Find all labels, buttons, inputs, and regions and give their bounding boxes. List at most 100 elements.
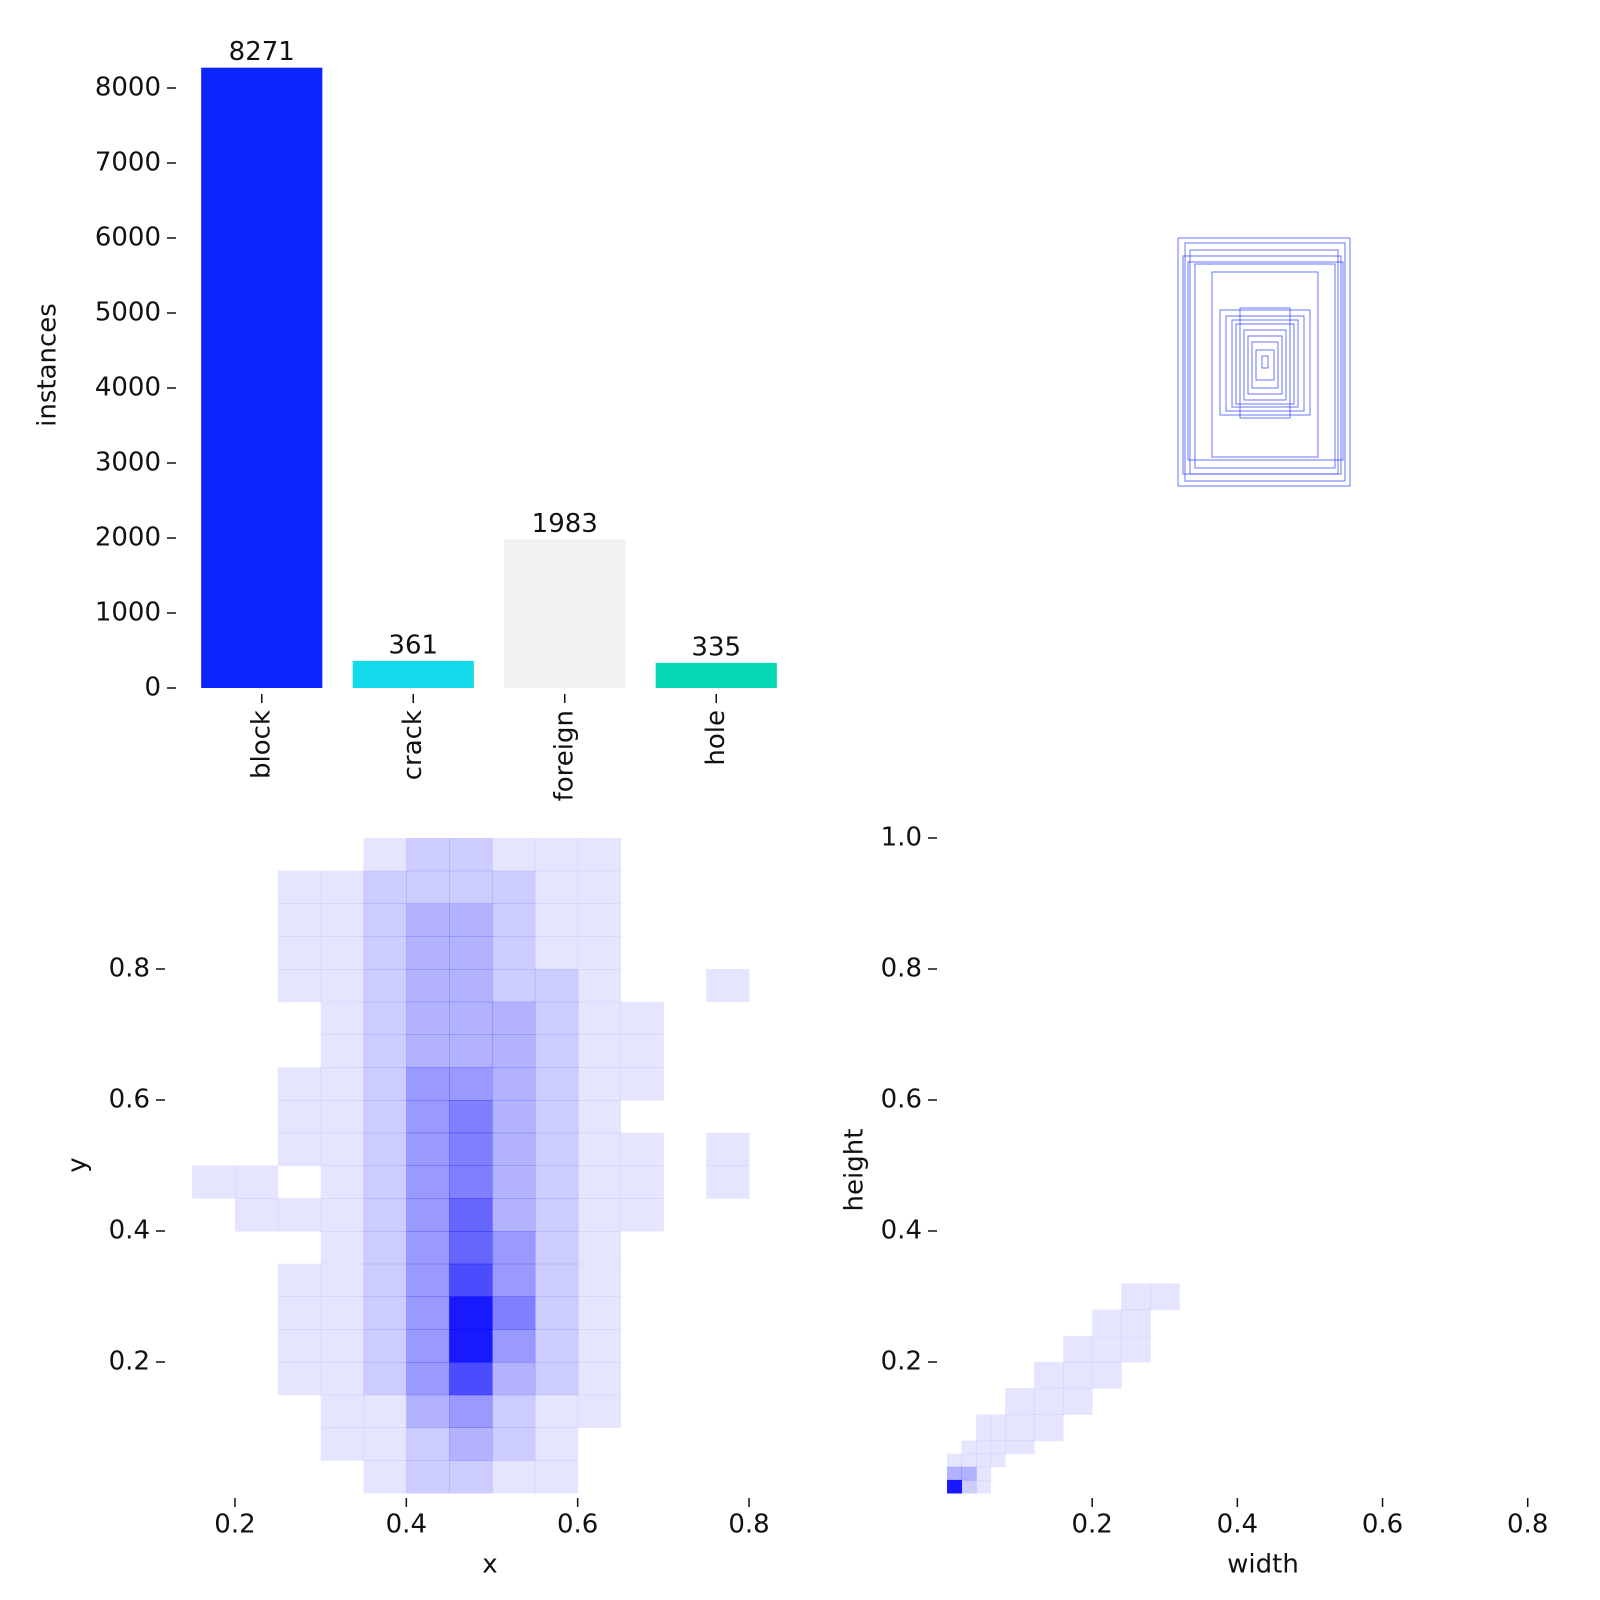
hist-cell [1034, 1283, 1064, 1310]
hist-cell [976, 1310, 991, 1337]
y-tick-label: 0.8 [109, 954, 150, 984]
hist-cell [1005, 1336, 1035, 1363]
hist-cell [278, 1395, 321, 1428]
hist-cell [363, 1296, 407, 1330]
hist-cell [320, 1263, 364, 1297]
hist-cell [577, 903, 622, 937]
hist-cell [449, 1460, 493, 1494]
hist-cell [449, 1362, 493, 1396]
hist-cell [976, 1466, 992, 1481]
hist-cell [277, 1198, 322, 1232]
hist-cell [1150, 1414, 1180, 1441]
hist-cell [1150, 1310, 1180, 1337]
hist-cell [1092, 1388, 1122, 1415]
hist-cell [1150, 1336, 1180, 1363]
hist-cell [449, 870, 493, 904]
hist-cell [277, 1362, 322, 1396]
hist-cell [663, 1067, 706, 1100]
hist-cell [235, 1329, 278, 1362]
hist-cell [1121, 1388, 1151, 1415]
hist-cell [706, 1395, 749, 1428]
hist-cell [363, 838, 407, 872]
hist-cell [976, 1336, 991, 1363]
hist-cell [277, 1132, 322, 1166]
hist-cell [277, 870, 322, 904]
hist-cell [534, 1001, 579, 1035]
bar [201, 67, 323, 689]
hist-cell [706, 1165, 750, 1199]
hist-cell [192, 969, 235, 1002]
hist-cell [534, 1296, 579, 1330]
value-label: 1983 [532, 509, 598, 539]
hist-cell [621, 838, 664, 871]
hist-cell [621, 969, 664, 1002]
hist-cell [749, 1067, 792, 1100]
hist-cell [492, 1198, 536, 1232]
hist-cell [492, 1394, 536, 1428]
hist-cell [1121, 1362, 1151, 1389]
hist-cell [663, 1198, 706, 1231]
hist-cell [235, 1395, 278, 1428]
hist-cell [577, 969, 622, 1003]
hist-cell [192, 1231, 235, 1264]
hist-cell [962, 1310, 977, 1337]
hist-cell [534, 1427, 579, 1461]
hist-cell [749, 1100, 792, 1133]
hist-cell [492, 838, 536, 872]
hist-cell [192, 1198, 235, 1231]
box-outline [1243, 329, 1287, 401]
hist-cell [620, 1067, 664, 1101]
hist-cell [534, 1263, 579, 1297]
hist-cell [363, 1231, 407, 1265]
hist-cell [991, 1388, 1006, 1415]
hist-cell [663, 1362, 706, 1395]
hist-cell [534, 1067, 579, 1101]
hist-cell [492, 1067, 536, 1101]
hist-cell [749, 969, 792, 1002]
hist-cell [449, 1067, 493, 1101]
hist-cell [1005, 1388, 1035, 1415]
hist-cell [320, 1329, 364, 1363]
hist-cell [1034, 1414, 1064, 1442]
hist-cell [406, 1198, 450, 1232]
hist-cell [534, 1362, 579, 1396]
hist-cell [363, 1362, 407, 1396]
hist-cell [577, 1165, 622, 1199]
hist-cell [663, 1329, 706, 1362]
hist-cell [1150, 1283, 1180, 1311]
hist-cell [235, 838, 278, 871]
x-tick-label: 0.2 [1071, 1510, 1112, 1540]
hist-cell [663, 969, 706, 1002]
hist-cell [621, 1264, 664, 1297]
hist-cell [1092, 1441, 1122, 1455]
x-tick-label: 0.4 [1217, 1510, 1258, 1540]
hist-cell [621, 1428, 664, 1461]
hist-cell [976, 1283, 991, 1310]
hist-cell [449, 1427, 493, 1461]
hist-cell [406, 1394, 450, 1428]
hist-cell [991, 1336, 1006, 1363]
hist-cell [320, 1198, 364, 1232]
hist-cell [363, 936, 407, 970]
hist-cell [621, 936, 664, 969]
y-tick-label: 0.6 [109, 1085, 150, 1115]
hist-cell [321, 838, 364, 871]
hist-cell [706, 904, 749, 937]
hist-cell [663, 838, 706, 871]
hist-cell [320, 1034, 364, 1068]
y-tick-label: 3000 [95, 448, 161, 478]
hist-cell [406, 936, 450, 970]
x-axis-label: x [482, 1550, 497, 1580]
hist-cell [961, 1440, 977, 1455]
hist-cell [577, 1100, 622, 1134]
hist-cell [1034, 1388, 1064, 1415]
hist-cell [663, 1002, 706, 1035]
hist-cell [449, 1198, 493, 1232]
hist-cell [534, 903, 579, 937]
hist-cell [534, 1329, 579, 1363]
hist-cell [749, 1133, 792, 1166]
hist-cell [962, 1414, 977, 1441]
hist-cell [449, 1165, 493, 1199]
hist-cell [235, 1362, 278, 1395]
hist-cell [192, 1395, 235, 1428]
